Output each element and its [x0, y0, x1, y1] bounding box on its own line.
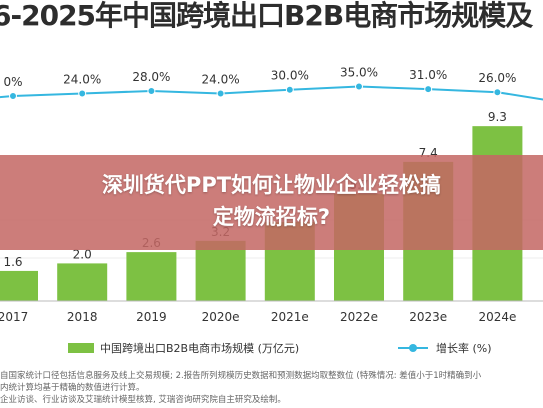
headline-overlay: 深圳货代PPT如何让物业企业轻松搞 定物流招标? [0, 155, 543, 250]
growth-rate-label: 24.0% [63, 72, 101, 86]
source-line-1: 自国家统计口径包括信息服务及线上交易规模; 2.报告所列规模历史数据和预测数据均… [0, 371, 482, 381]
legend-line-dot [409, 344, 417, 352]
growth-rate-point [285, 85, 294, 94]
bar-data-label: 9.3 [488, 110, 507, 124]
growth-rate-label: 26.0% [478, 71, 516, 85]
growth-rate-label: 24.0% [202, 72, 240, 86]
headline-line-2: 定物流招标? [212, 205, 331, 229]
growth-rate-label: 30.0% [271, 69, 309, 83]
legend-line-label: 增长率 (%) [436, 342, 492, 355]
growth-rate-label: 31.0% [409, 68, 447, 82]
headline-text: 深圳货代PPT如何让物业企业轻松搞 定物流招标? [0, 169, 543, 233]
bar [0, 270, 38, 301]
growth-rate-point [78, 89, 87, 98]
source-line-2: 内统计算均基于精确的数值进行计算。 [0, 383, 145, 393]
legend-bar-swatch [68, 343, 94, 353]
legend: 中国跨境出口B2B电商市场规模 (万亿元) 增长率 (%) [0, 337, 543, 359]
legend-bar-label: 中国跨境出口B2B电商市场规模 (万亿元) [100, 342, 300, 355]
bar [57, 263, 108, 301]
growth-rate-point [216, 89, 225, 98]
bar-data-label: 1.6 [3, 255, 22, 269]
growth-rate-point [493, 88, 502, 97]
x-tick-label: 2024e [478, 310, 516, 324]
growth-rate-point [147, 86, 156, 95]
bar [126, 252, 177, 301]
bar-data-label: 2.0 [73, 247, 92, 261]
chart-title: 6-2025年中国跨境出口B2B电商市场规模及 [0, 0, 533, 32]
growth-rate-point [9, 92, 17, 100]
source-line-3: 企业访谈、行业访谈及艾瑞统计模型核算, 艾瑞咨询研究院自主研究及绘制。 [0, 395, 286, 405]
x-tick-label: 2021e [271, 310, 309, 324]
x-tick-label: 2022e [340, 310, 378, 324]
headline-line-1: 深圳货代PPT如何让物业企业轻松搞 [101, 173, 442, 197]
x-tick-label: 2020e [202, 310, 240, 324]
growth-rate-point [355, 82, 363, 91]
growth-rate-line [0, 85, 543, 101]
x-tick-label: 2017 [0, 310, 28, 324]
source-note: 自国家统计口径包括信息服务及线上交易规模; 2.报告所列规模历史数据和预测数据均… [0, 370, 543, 406]
bar [195, 240, 246, 301]
x-tick-label: 2018 [67, 310, 98, 324]
growth-rate-label: 28.0% [132, 70, 170, 84]
growth-rate-point [424, 85, 433, 94]
x-tick-label: 2019 [136, 310, 167, 324]
growth-rate-label: 0% [3, 75, 22, 89]
x-tick-label: 2023e [409, 310, 447, 324]
growth-rate-label: 35.0% [340, 66, 378, 80]
